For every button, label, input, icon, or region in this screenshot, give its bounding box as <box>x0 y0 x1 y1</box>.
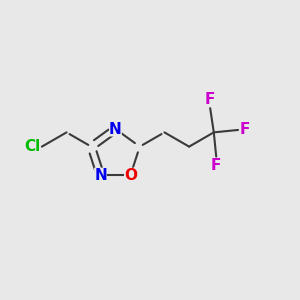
Text: F: F <box>205 92 215 106</box>
Text: Cl: Cl <box>24 139 40 154</box>
Text: O: O <box>124 168 137 183</box>
Text: N: N <box>94 168 107 183</box>
Text: N: N <box>109 122 122 136</box>
Text: F: F <box>211 158 221 173</box>
Text: F: F <box>239 122 250 137</box>
